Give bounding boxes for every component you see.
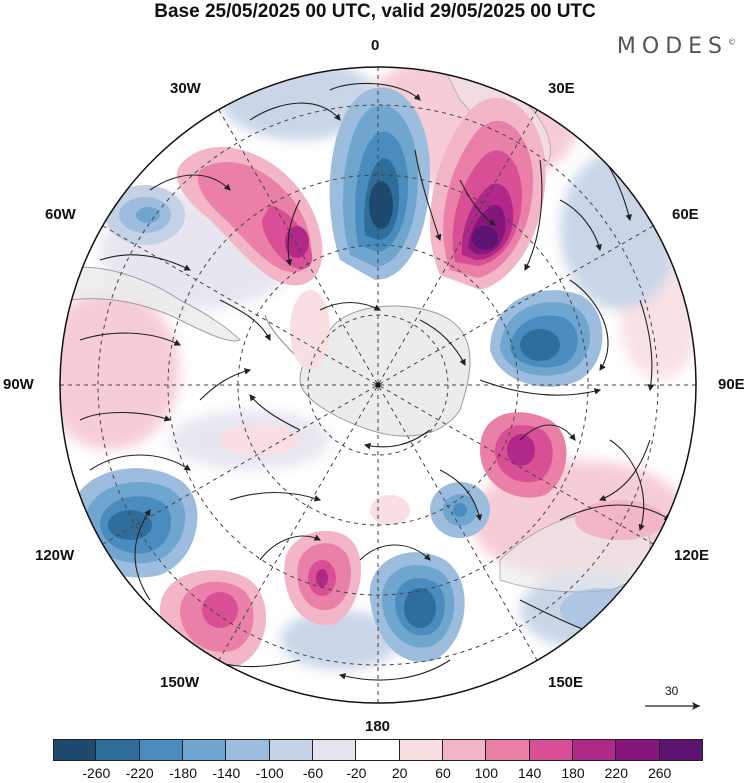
colorbar-tick-label: 100	[474, 765, 499, 781]
colorbar-swatch	[659, 739, 703, 761]
meridian-lines	[60, 67, 696, 703]
colorbar-swatch	[486, 739, 530, 761]
lon-label-60e: 60E	[672, 206, 699, 223]
brand-text: MODES	[616, 34, 728, 59]
colorbar-swatch	[139, 739, 183, 761]
colorbar-tick-label: -60	[302, 765, 324, 781]
brand-mark: ©	[728, 37, 736, 47]
colorbar-tick-label: 260	[647, 765, 672, 781]
polar-map	[59, 66, 700, 710]
colorbar-ticks: -260 -220 -180 -140 -100 -60 -20 20 60 100 140 180 2…	[53, 765, 703, 783]
colorbar-swatch	[96, 739, 140, 761]
wind-streamlines	[79, 82, 671, 681]
colorbar-tick-label: -220	[125, 765, 154, 781]
colorbar-swatch	[399, 739, 443, 761]
colorbar-tick-label: 220	[604, 765, 629, 781]
lon-label-0: 0	[371, 37, 380, 54]
anomaly-low-75e	[490, 290, 603, 387]
colorbar-swatch	[529, 739, 573, 761]
anomaly-low-0	[329, 87, 430, 280]
colorbar-tick-label: 140	[517, 765, 542, 781]
anomaly-high-30e	[430, 98, 546, 291]
colorbar-tick-label: -100	[255, 765, 284, 781]
colorbar-swatch	[356, 739, 400, 761]
anomaly-high-165w	[284, 530, 361, 626]
lon-label-30e: 30E	[548, 80, 575, 97]
lon-label-90e: 90E	[718, 376, 745, 393]
lon-label-60w: 60W	[45, 206, 76, 223]
anomaly-high-150w	[160, 570, 267, 668]
lon-label-30w: 30W	[170, 80, 201, 97]
brand-logo: MODES©	[617, 34, 736, 59]
lon-label-120w: 120W	[35, 547, 75, 564]
anomaly-low-120w	[70, 468, 198, 578]
colorbar-tick-label: -180	[168, 765, 198, 781]
anomaly-field	[60, 67, 696, 703]
south-pole-marker	[375, 382, 381, 388]
colorbar	[53, 739, 703, 761]
colorbar-swatch	[53, 739, 97, 761]
colorbar-swatch	[616, 739, 660, 761]
colorbar-tick-label: -140	[212, 765, 241, 781]
colorbar-tick-label: 20	[391, 765, 408, 781]
map-boundary	[59, 66, 697, 704]
reference-vector-label: 30	[665, 684, 679, 698]
lon-label-180: 180	[365, 718, 391, 735]
map-title: Base 25/05/2025 00 UTC, valid 29/05/2025…	[154, 1, 596, 22]
colorbar-swatch	[182, 739, 227, 761]
colorbar-tick-label: 60	[435, 765, 451, 781]
anomaly-high-105e	[480, 412, 567, 498]
colorbar-tick-label: -20	[346, 765, 367, 781]
colorbar-swatch	[442, 739, 487, 761]
anomaly-low-165e	[369, 552, 465, 662]
colorbar-swatch	[226, 739, 270, 761]
anomaly-low-140e	[430, 482, 490, 538]
colorbar-swatch	[572, 739, 617, 761]
lon-label-120e: 120E	[674, 547, 710, 564]
colorbar-tick-label: 180	[561, 765, 585, 781]
lon-label-90w: 90W	[3, 376, 34, 393]
colorbar-tick-label: -260	[82, 765, 111, 781]
lon-label-150w: 150W	[160, 674, 200, 691]
reference-vector	[645, 702, 700, 710]
anomaly-low-60w	[105, 185, 185, 245]
lon-label-150e: 150E	[548, 674, 584, 691]
colorbar-swatch	[269, 739, 313, 761]
colorbar-swatch	[312, 739, 357, 761]
